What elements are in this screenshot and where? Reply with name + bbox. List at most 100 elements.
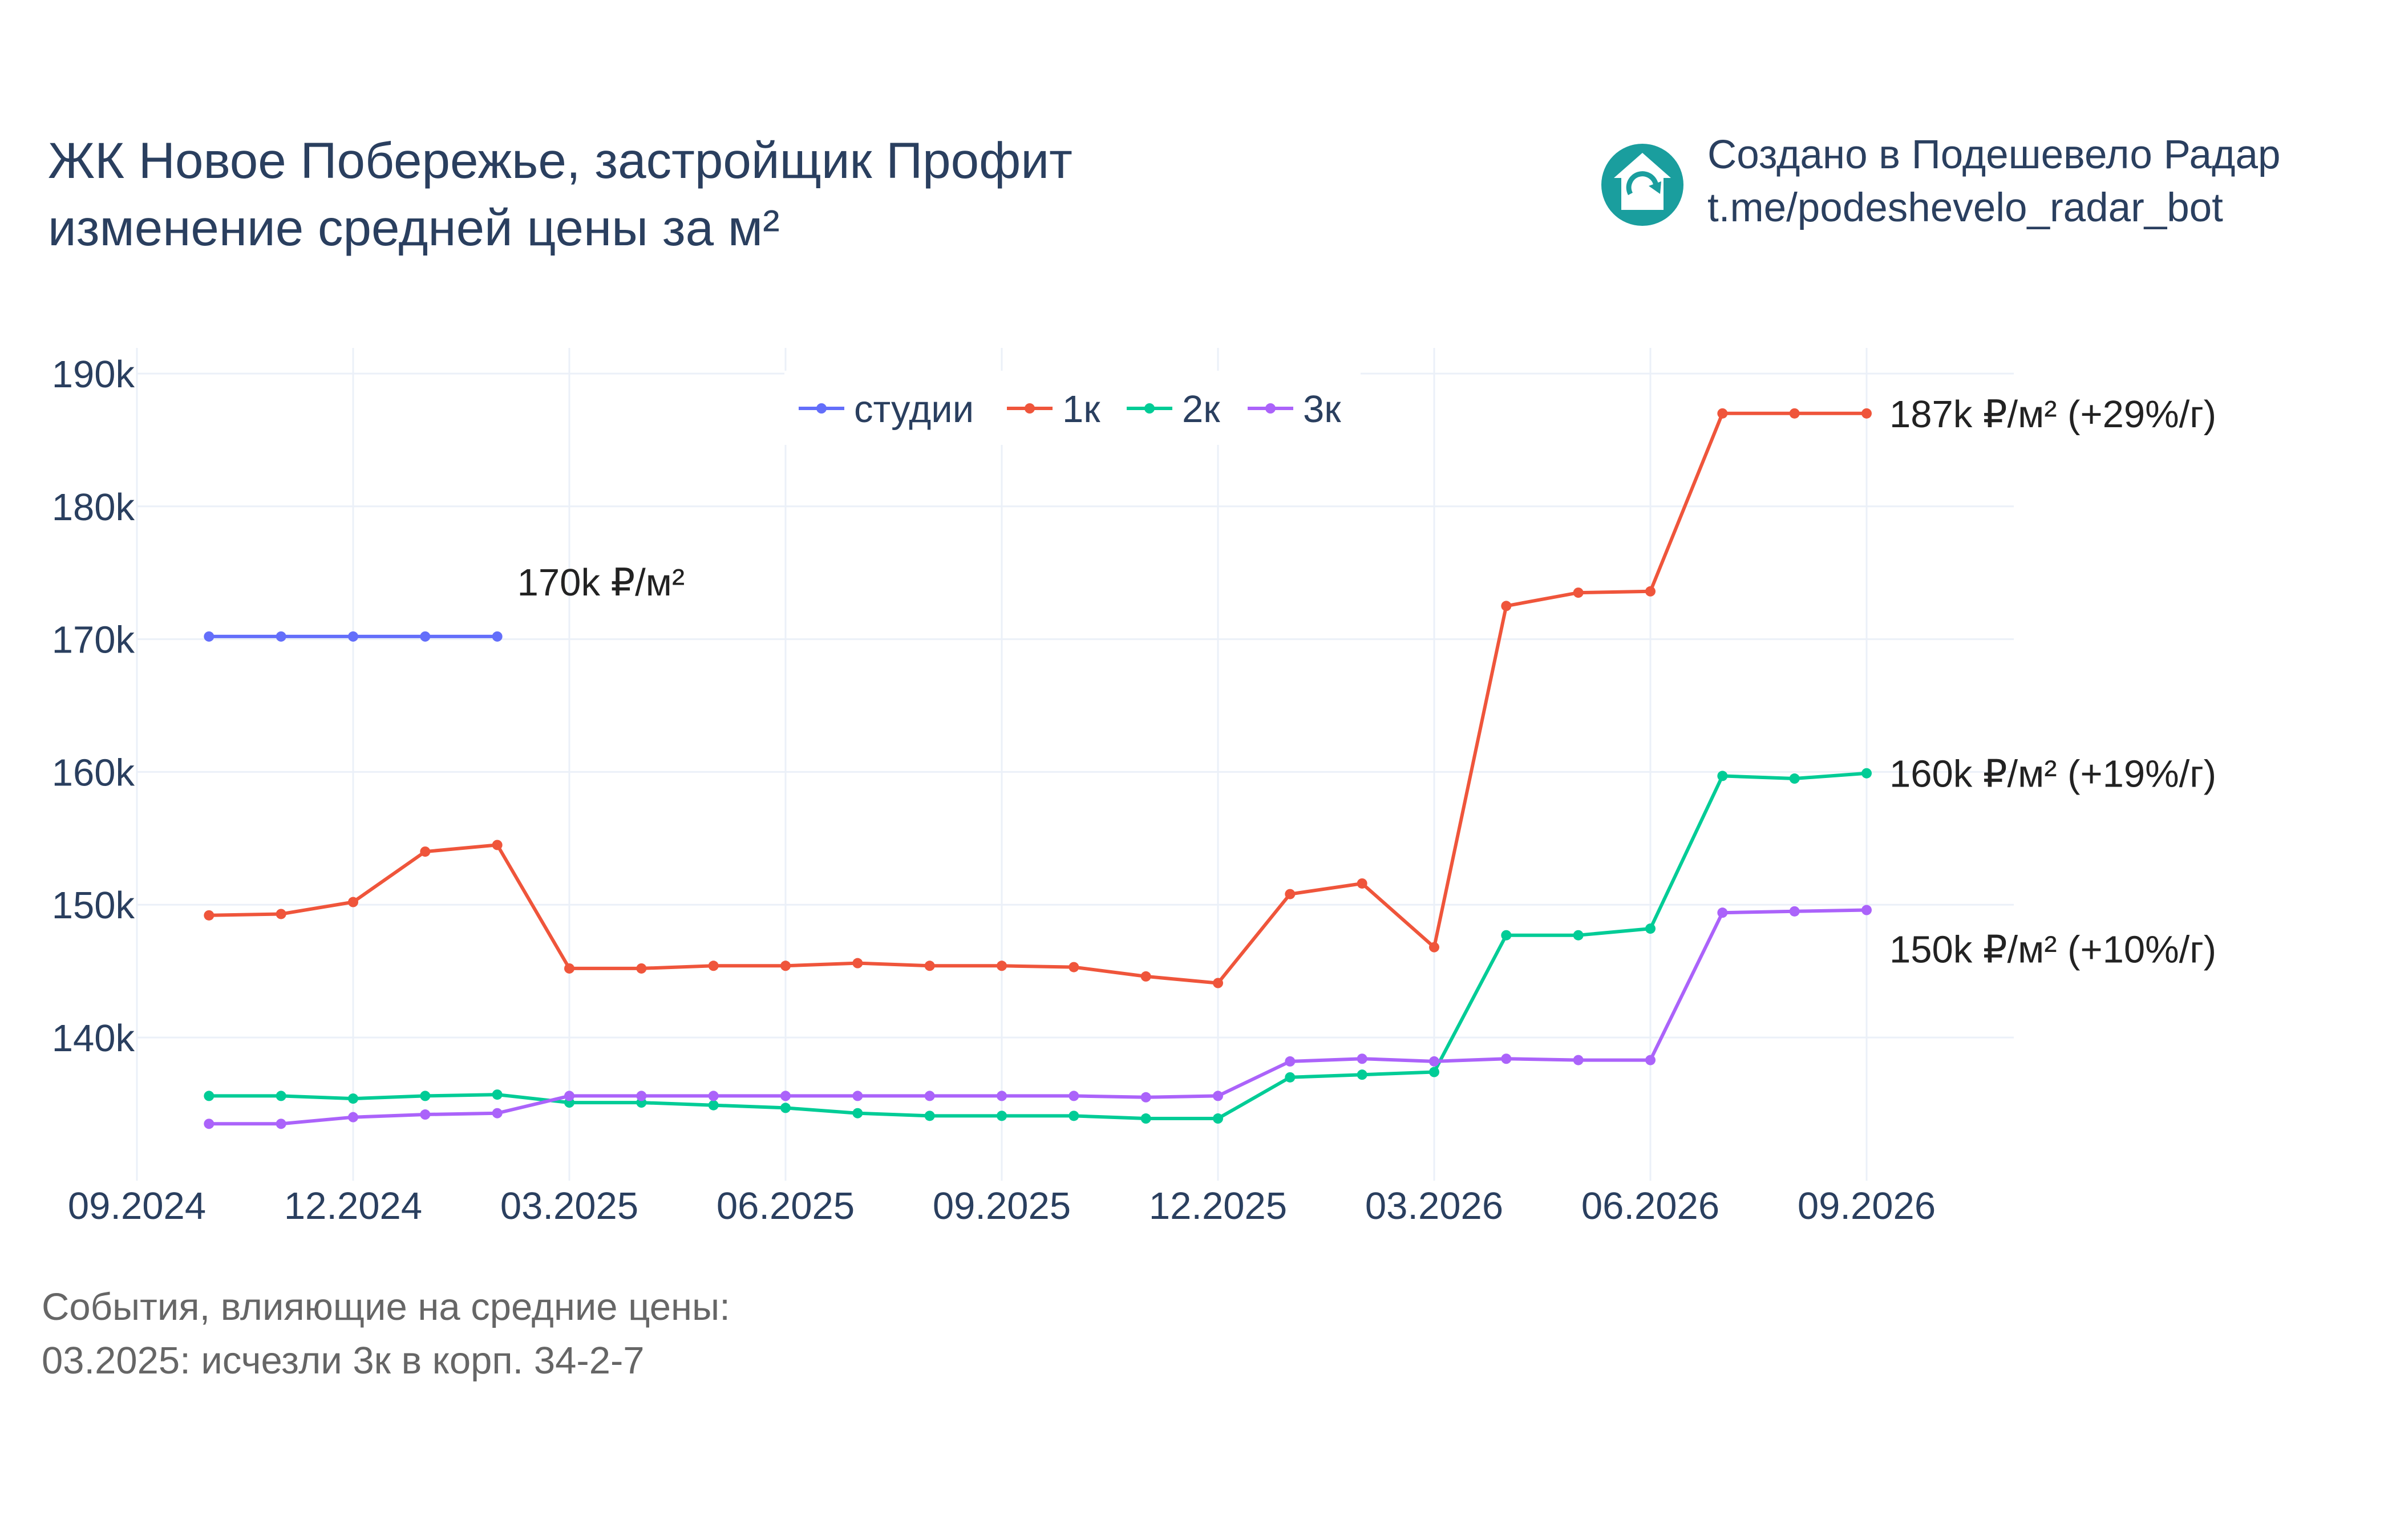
data-point [1357, 1053, 1367, 1064]
data-point [276, 631, 286, 642]
end-label: 160k ₽/м² (+19%/г) [1889, 753, 2216, 796]
data-point [780, 1091, 791, 1101]
data-point [924, 1111, 935, 1121]
legend-item-3к[interactable]: 3к [1248, 388, 1341, 431]
data-point [852, 1091, 863, 1101]
x-tick-label: 12.2024 [284, 1185, 422, 1227]
x-tick-label: 12.2025 [1149, 1185, 1287, 1227]
series-line [209, 771, 1867, 1120]
data-point [1789, 773, 1800, 784]
data-point [1717, 771, 1728, 781]
x-tick-label: 09.2026 [1798, 1185, 1936, 1227]
series-студии [204, 631, 503, 642]
data-point [204, 1091, 214, 1101]
data-point [1285, 1056, 1296, 1067]
data-point [997, 1091, 1007, 1101]
data-point [1573, 587, 1584, 598]
data-point [204, 631, 214, 642]
data-point [1213, 1091, 1223, 1101]
data-point [708, 1091, 719, 1101]
data-point [420, 631, 431, 642]
data-point [1429, 942, 1439, 953]
data-point [1429, 1056, 1439, 1067]
credit-line-1: Создано в Подешевело Радар [1707, 132, 2280, 177]
data-point [1789, 408, 1800, 419]
chart-title-line-2: изменение средней цены за м² [48, 199, 780, 256]
data-point [348, 1112, 358, 1122]
data-point [1645, 1055, 1656, 1065]
data-point [276, 909, 286, 919]
data-point [420, 1109, 431, 1120]
data-point [1861, 905, 1872, 915]
y-tick-label: 160k [52, 751, 135, 794]
data-point [492, 1089, 503, 1100]
data-point [492, 840, 503, 850]
data-point [1501, 930, 1512, 941]
x-tick-label: 03.2026 [1365, 1185, 1503, 1227]
data-point [636, 963, 647, 974]
data-point [1357, 1069, 1367, 1080]
data-point [420, 1091, 431, 1101]
data-point [204, 1118, 214, 1129]
data-point [1140, 971, 1151, 982]
data-point [780, 961, 791, 971]
data-point [1861, 768, 1872, 779]
legend[interactable]: студии 1к 2к 3к [784, 371, 1361, 445]
x-tick-label: 06.2026 [1581, 1185, 1719, 1227]
x-tick-label: 06.2025 [717, 1185, 855, 1227]
data-point [348, 1093, 358, 1104]
legend-marker [1025, 403, 1035, 414]
series-line [209, 411, 1867, 985]
legend-marker [816, 403, 827, 414]
data-point [276, 1118, 286, 1129]
data-point [997, 1111, 1007, 1121]
data-point [1140, 1113, 1151, 1124]
grid [136, 348, 2014, 1181]
data-point [997, 961, 1007, 971]
data-point [1069, 962, 1079, 972]
house-logo-icon [1601, 144, 1683, 226]
event-item: 03.2025: исчезли 3к в корп. 34-2-7 [42, 1339, 645, 1382]
series-lines [204, 408, 1872, 1129]
data-point [420, 846, 431, 857]
data-point [852, 1108, 863, 1118]
data-point [924, 1091, 935, 1101]
events-header: События, влияющие на средние цены: [42, 1286, 730, 1328]
data-point [1645, 923, 1656, 934]
data-point [924, 961, 935, 971]
y-tick-label: 190k [52, 353, 135, 396]
data-point [1285, 1072, 1296, 1083]
data-point [708, 961, 719, 971]
legend-marker [1144, 403, 1155, 414]
data-point [276, 1091, 286, 1101]
data-point [1573, 930, 1584, 941]
x-axis-ticks: 09.2024 12.2024 03.2025 06.2025 09.2025 12.20… [68, 1185, 1936, 1227]
data-point [564, 963, 574, 974]
data-point [564, 1091, 574, 1101]
y-tick-label: 170k [52, 619, 135, 662]
legend-item-студии[interactable]: студии [799, 388, 974, 431]
legend-item-1к[interactable]: 1к [1007, 388, 1100, 431]
y-tick-label: 140k [52, 1017, 135, 1060]
data-point [1645, 586, 1656, 597]
data-point [1573, 1055, 1584, 1065]
data-point [708, 1100, 719, 1111]
legend-label: 3к [1303, 388, 1341, 431]
data-point [852, 958, 863, 968]
x-tick-label: 09.2025 [933, 1185, 1071, 1227]
data-point [1357, 878, 1367, 889]
data-point [1140, 1092, 1151, 1103]
data-point [1717, 907, 1728, 918]
data-point [636, 1091, 647, 1101]
data-point [492, 1108, 503, 1118]
data-point [1501, 1053, 1512, 1064]
y-axis-ticks: 140k 150k 160k 170k 180k 190k [52, 353, 135, 1060]
data-point [1717, 408, 1728, 419]
data-point [348, 897, 358, 907]
legend-label: 1к [1062, 388, 1100, 431]
data-point [348, 631, 358, 642]
series-line [209, 908, 1867, 1126]
end-label: 150k ₽/м² (+10%/г) [1889, 929, 2216, 971]
legend-item-2к[interactable]: 2к [1127, 388, 1220, 431]
